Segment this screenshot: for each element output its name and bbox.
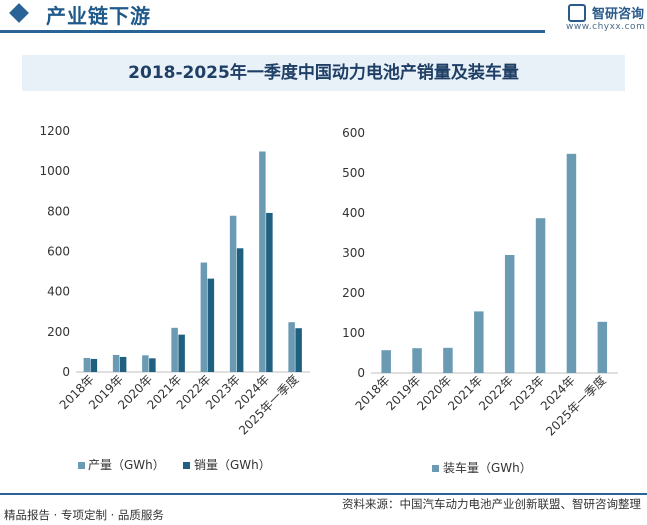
brand-logo-icon (568, 4, 586, 22)
left-chart-ytick-label: 1200 (39, 124, 70, 138)
data-source: 资料来源：中国汽车动力电池产业创新联盟、智研咨询整理 (342, 497, 641, 511)
left-chart-bar-s0 (83, 357, 91, 372)
left-chart-bar-s1 (295, 328, 302, 372)
left-chart-bar-s1 (178, 334, 185, 372)
legend-label-production: 产量（GWh） (88, 458, 165, 472)
legend-swatch-installed (432, 465, 439, 472)
footer-divider (0, 493, 647, 495)
brand-url[interactable]: www.chyxx.com (566, 22, 646, 32)
left-chart-bar-s1 (236, 248, 244, 372)
left-chart-ytick-label: 0 (62, 365, 70, 379)
left-chart-bar-s0 (171, 327, 178, 372)
legend-label-sales: 销量（GWh） (194, 458, 271, 472)
left-chart-ytick-label: 1000 (39, 164, 70, 178)
right-chart-ytick-label: 600 (342, 126, 365, 140)
legend-swatch-sales (183, 462, 190, 469)
right-chart-ytick-label: 300 (342, 246, 365, 260)
right-chart-bar-s0 (597, 321, 608, 373)
left-chart-bar-s0 (259, 151, 266, 372)
legend-label-installed: 装车量（GWh） (443, 461, 532, 475)
left-chart-bar-s1 (207, 278, 215, 372)
left-chart-ytick-label: 800 (47, 204, 70, 218)
left-chart-bar-s0 (229, 215, 237, 372)
right-chart-bar-s0 (412, 348, 422, 373)
right-chart-bar-s0 (535, 218, 546, 373)
left-chart-bar-s1 (149, 358, 156, 372)
right-chart-ytick-label: 0 (357, 366, 365, 380)
left-chart-bar-s0 (142, 355, 149, 372)
left-chart-bar-s1 (119, 356, 127, 372)
section-title: 产业链下游 (46, 4, 151, 28)
right-chart-ytick-label: 200 (342, 286, 365, 300)
left-chart-ytick-label: 400 (47, 285, 70, 299)
header: 产业链下游 智研咨询 www.chyxx.com (0, 0, 647, 36)
right-chart-ytick-label: 400 (342, 206, 365, 220)
right-chart-ytick-label: 500 (342, 166, 365, 180)
title-band: 2018-2025年一季度中国动力电池产销量及装车量 (22, 55, 625, 91)
left-chart-bar-s0 (200, 262, 208, 372)
header-divider (0, 30, 545, 33)
brand-name: 智研咨询 (592, 7, 645, 22)
right-chart-ytick-label: 100 (342, 326, 365, 340)
left-chart-bar-s1 (266, 212, 273, 372)
right-chart-bar-s0 (566, 153, 577, 373)
right-chart-bar-s0 (474, 311, 484, 373)
legend-swatch-production (78, 462, 85, 469)
left-chart-bar-s0 (112, 354, 120, 372)
right-chart-bar-s0 (443, 347, 453, 373)
right-chart-bar-s0 (504, 255, 515, 373)
left-chart-ytick-label: 600 (47, 245, 70, 259)
left-chart-bar-s1 (90, 358, 98, 372)
chart-title: 2018-2025年一季度中国动力电池产销量及装车量 (128, 63, 519, 83)
left-chart-ytick-label: 200 (47, 325, 70, 339)
left-chart-bar-s0 (288, 322, 295, 372)
right-chart-bar-s0 (381, 350, 391, 373)
footer-tagline: 精品报告 · 专项定制 · 品质服务 (4, 508, 164, 522)
